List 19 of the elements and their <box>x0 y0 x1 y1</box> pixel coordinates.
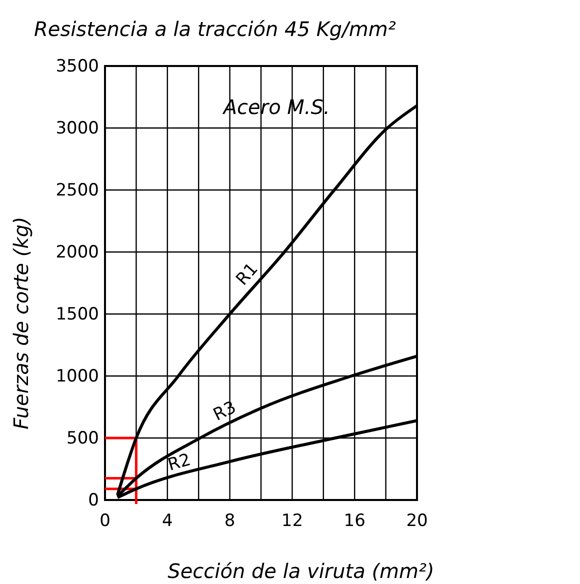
x-axis-title: Sección de la viruta (mm²) <box>168 559 434 583</box>
y-tick-label: 1500 <box>56 304 99 324</box>
y-tick-label: 3000 <box>56 118 99 138</box>
x-tick-label: 16 <box>344 511 366 532</box>
y-tick-label: 2000 <box>56 242 99 262</box>
x-tick-label: 20 <box>406 511 428 532</box>
text: R3 <box>210 397 240 426</box>
y-axis-title: Fuerzas de corte (kg) <box>9 216 33 430</box>
text: R2 <box>166 450 194 476</box>
y-tick-label: 2500 <box>56 180 99 200</box>
chart-title: Resistencia a la tracción 45 Kg/mm² <box>34 17 396 41</box>
y-tick-label: 0 <box>88 490 99 510</box>
y-tick-label: 500 <box>66 428 99 448</box>
x-tick-label: 12 <box>281 511 304 532</box>
x-tick-label: 8 <box>224 511 236 532</box>
y-tick-label: 3500 <box>56 56 99 76</box>
text: R1 <box>232 259 262 290</box>
x-tick-label: 4 <box>162 511 173 532</box>
y-tick-label: 1000 <box>56 366 99 386</box>
